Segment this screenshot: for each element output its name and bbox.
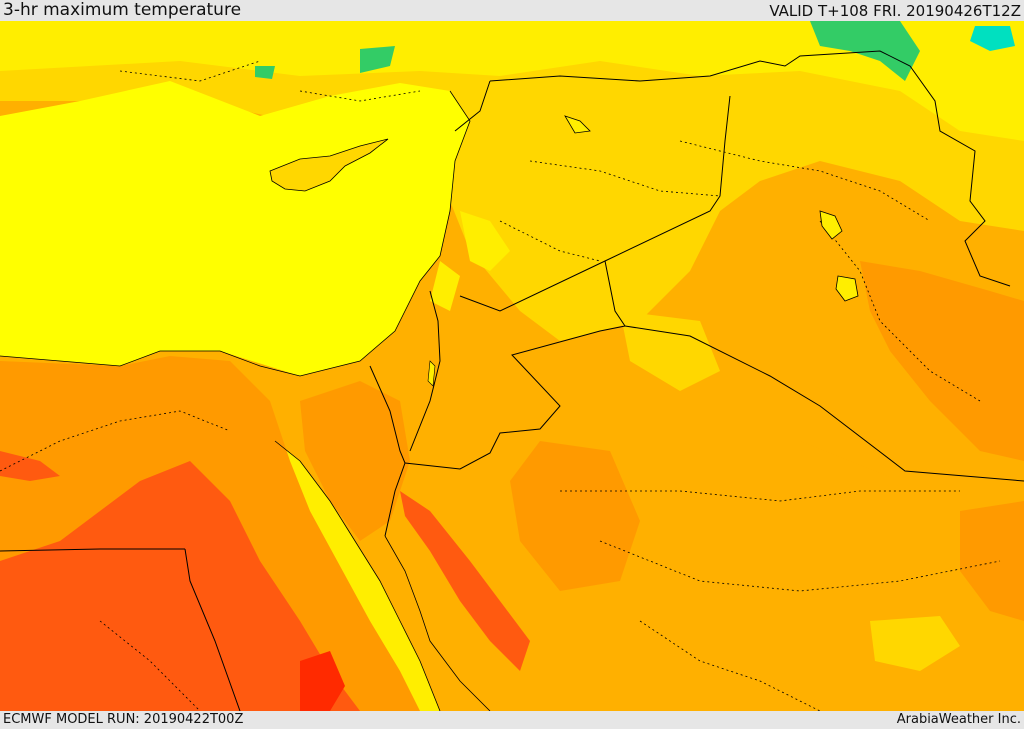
- arabia-hot-patch: [510, 441, 640, 591]
- cold-green-region-2: [360, 46, 395, 73]
- header-bar: 3-hr maximum temperature VALID T+108 FRI…: [0, 0, 1024, 21]
- model-run-label: ECMWF MODEL RUN: 20190422T00Z: [3, 712, 244, 727]
- temperature-map: [0, 21, 1024, 711]
- north-mild-region: [0, 21, 1024, 341]
- south-mild-patch: [870, 616, 960, 671]
- syria-light-band: [460, 211, 510, 271]
- province-borders: [0, 60, 1001, 711]
- lake-razzaza: [835, 275, 859, 302]
- cold-green-region-3: [255, 66, 275, 79]
- valid-time: VALID T+108 FRI. 20190426T12Z: [769, 2, 1021, 20]
- iraq-hot-region: [860, 261, 1024, 461]
- egypt-extreme-spot: [300, 651, 345, 711]
- cyprus-island: [269, 138, 389, 192]
- red-sea: [275, 441, 440, 711]
- credit-label: ArabiaWeather Inc.: [896, 712, 1021, 727]
- egypt-north-hot: [0, 451, 60, 481]
- country-borders: [0, 50, 1024, 711]
- upper-yellow-region: [0, 21, 1024, 141]
- cold-green-region: [810, 21, 920, 81]
- egypt-very-hot-region: [0, 461, 360, 711]
- lake-tharthar: [819, 210, 843, 240]
- hejaz-hot-region: [400, 491, 530, 671]
- cold-cyan-region: [970, 26, 1015, 51]
- sinai-hot-region: [300, 381, 410, 541]
- lake-assad: [564, 115, 591, 134]
- footer-bar: ECMWF MODEL RUN: 20190422T00Z ArabiaWeat…: [0, 711, 1024, 729]
- southeast-hot-patch: [960, 501, 1024, 621]
- jordan-mild-region: [620, 311, 720, 391]
- coastlines: [0, 90, 491, 711]
- levant-coast-light: [430, 261, 460, 311]
- dead-sea: [427, 360, 436, 387]
- map-title: 3-hr maximum temperature: [3, 0, 242, 20]
